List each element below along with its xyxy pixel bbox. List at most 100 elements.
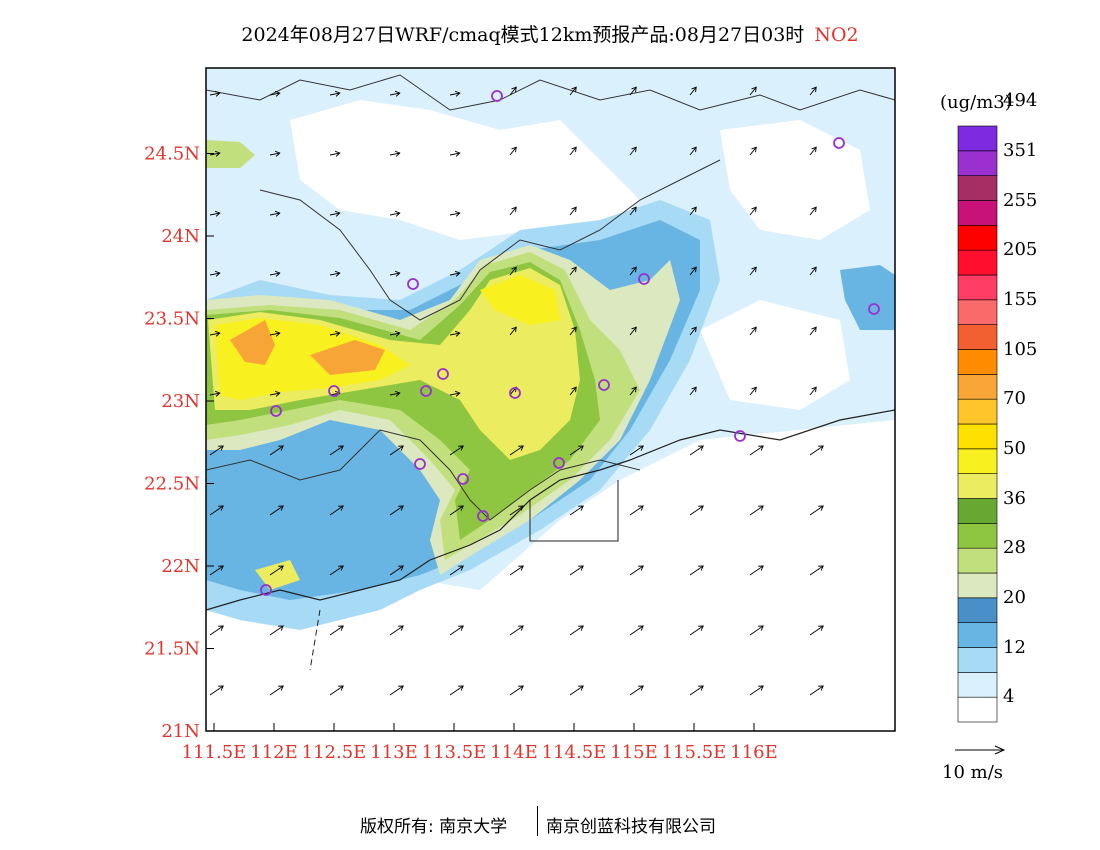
wind-arrow	[569, 86, 577, 96]
wind-arrow	[449, 150, 461, 157]
wind-arrow	[809, 386, 817, 396]
colorbar-tick-label: 28	[1003, 537, 1026, 559]
colorbar-tick-label: 351	[1003, 139, 1038, 161]
wind-arrow	[749, 685, 764, 696]
wind-arrow	[689, 386, 697, 396]
colorbar-tick-label: 105	[1003, 338, 1038, 360]
wind-arrow	[209, 150, 221, 157]
wind-arrow	[569, 685, 584, 696]
hongkong-boundary	[529, 480, 619, 542]
wind-arrow	[689, 266, 697, 276]
wind-arrow	[509, 685, 524, 696]
clean-area-northeast	[720, 120, 870, 240]
wind-arrow	[509, 86, 517, 96]
wind-arrow	[269, 565, 284, 576]
wind-arrow	[509, 565, 524, 576]
lat-tick-label: 22.5N	[144, 474, 200, 495]
wind-arrow	[749, 445, 764, 456]
colorbar-swatch	[957, 324, 998, 350]
wind-arrow	[689, 206, 697, 216]
lat-tick-label: 21N	[161, 721, 200, 742]
wind-arrow	[629, 505, 644, 516]
wind-arrow	[749, 206, 757, 216]
wind-arrow	[629, 685, 644, 696]
wind-arrow	[629, 625, 644, 636]
wind-arrow	[269, 150, 281, 157]
station-marker	[598, 379, 610, 391]
colorbar-tick-label: 20	[1003, 586, 1026, 608]
wind-arrow	[389, 505, 404, 516]
wind-arrow	[569, 445, 584, 456]
wind-arrow	[809, 565, 824, 576]
clean-area-north	[290, 100, 640, 240]
colorbar-tick-label: 205	[1003, 239, 1038, 261]
lat-tick-label: 24N	[161, 226, 200, 247]
wind-arrow	[209, 445, 224, 456]
province-boundary-north	[206, 74, 895, 111]
lon-tick-label: 112.5E	[302, 742, 367, 763]
colorbar	[957, 125, 998, 723]
wind-arrow	[749, 86, 757, 96]
wind-arrow	[749, 505, 764, 516]
wind-arrow	[749, 625, 764, 636]
wind-arrow	[269, 390, 281, 397]
wind-arrow	[689, 445, 704, 456]
conc-patch-east	[840, 265, 895, 330]
footer-divider	[537, 806, 538, 836]
wind-arrow	[809, 146, 817, 156]
station-marker	[328, 385, 340, 397]
lon-tick-label: 115E	[610, 742, 658, 763]
wind-arrow	[569, 625, 584, 636]
lon-tick-label: 115.5E	[662, 742, 727, 763]
colorbar-tick-label: 12	[1003, 636, 1026, 658]
station-marker	[868, 303, 880, 315]
station-marker	[414, 458, 426, 470]
wind-arrow	[209, 685, 224, 696]
wind-arrow	[809, 685, 824, 696]
lat-tick-label: 21.5N	[144, 639, 200, 660]
wind-arrow	[629, 386, 637, 396]
wind-arrow	[209, 625, 224, 636]
wind-arrow	[629, 326, 637, 336]
colorbar-swatch	[957, 672, 998, 698]
conc-core-east	[480, 275, 560, 325]
lat-tick-label: 23N	[161, 391, 200, 412]
wind-arrow	[569, 505, 584, 516]
maritime-boundary	[309, 609, 321, 671]
station-marker	[833, 137, 845, 149]
lon-tick-label: 112E	[250, 742, 298, 763]
wind-arrow	[329, 330, 341, 337]
colorbar-swatch	[957, 523, 998, 549]
colorbar-swatch	[957, 547, 998, 574]
wind-arrow	[689, 326, 697, 336]
wind-arrow	[329, 90, 341, 97]
wind-arrow	[329, 445, 344, 456]
colorbar-swatch	[957, 647, 998, 673]
colorbar-tick-label: 50	[1003, 437, 1026, 459]
station-marker	[420, 385, 432, 397]
wind-arrow	[689, 625, 704, 636]
wind-arrow	[269, 445, 284, 456]
wind-arrow	[629, 86, 637, 96]
wind-arrow	[329, 505, 344, 516]
wind-arrow	[269, 90, 281, 97]
map-frame	[205, 67, 896, 732]
company-text: 南京创蓝科技有限公司	[546, 817, 716, 837]
coastline-east	[429, 409, 895, 561]
wind-arrow	[509, 505, 524, 516]
wind-arrow	[629, 146, 637, 156]
conc-hotspot-2	[310, 340, 385, 375]
county-boundary-2	[206, 429, 641, 521]
colorbar-swatch	[957, 225, 998, 251]
wind-arrow	[269, 210, 281, 217]
colorbar-swatch	[957, 498, 998, 524]
lat-tick-label: 23.5N	[144, 309, 200, 330]
lon-tick-label: 113.5E	[422, 742, 487, 763]
wind-arrow	[569, 386, 577, 396]
wind-arrow	[749, 326, 757, 336]
clean-area-south	[206, 420, 895, 731]
wind-arrow	[389, 685, 404, 696]
wind-arrow	[329, 625, 344, 636]
station-marker	[457, 473, 469, 485]
